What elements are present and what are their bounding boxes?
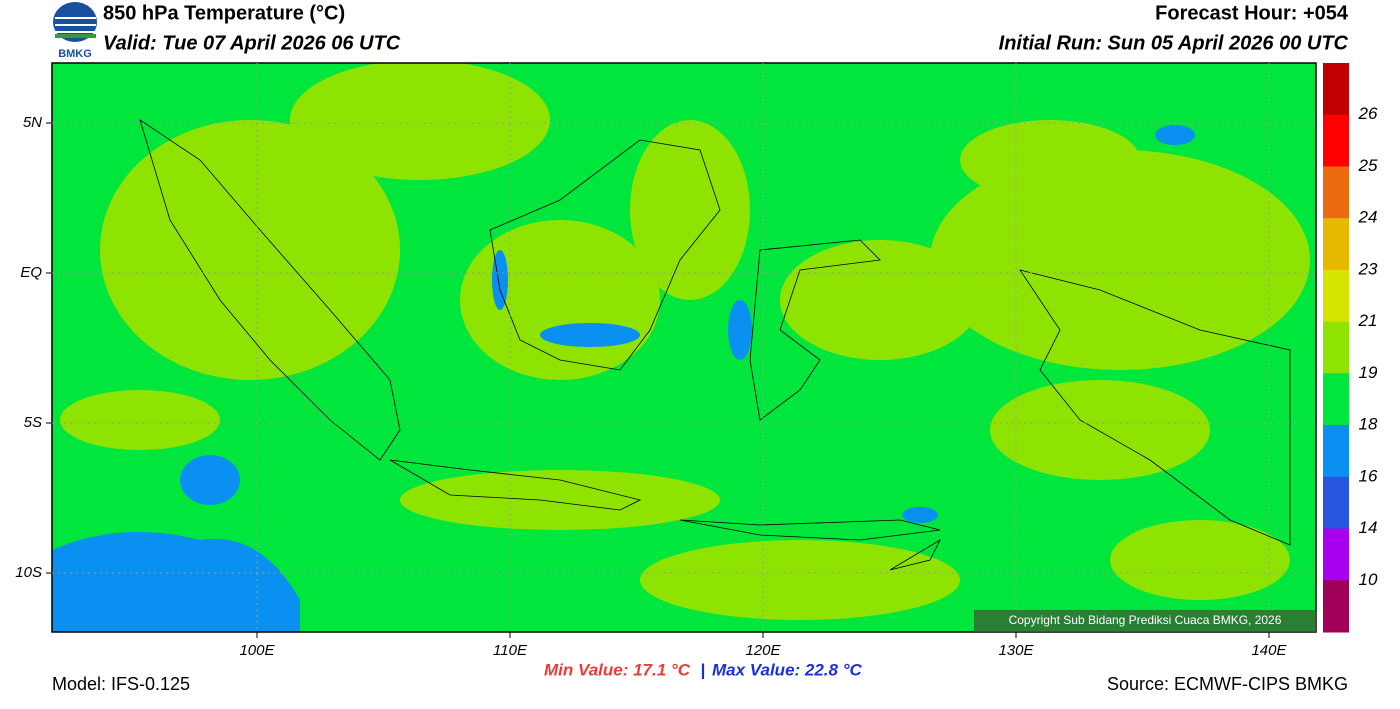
logo-text: BMKG bbox=[58, 48, 92, 60]
max-value: Max Value: 22.8 °C bbox=[712, 660, 863, 679]
lon-label: 110E bbox=[493, 642, 528, 659]
colorbar-label: 16 bbox=[1359, 466, 1378, 485]
logo: BMKG bbox=[53, 2, 97, 60]
colorbar-segment bbox=[1323, 166, 1349, 219]
lon-label: 130E bbox=[998, 642, 1034, 659]
lon-label: 100E bbox=[239, 642, 275, 659]
colorbar-segment bbox=[1323, 321, 1349, 374]
separator: | bbox=[701, 660, 706, 679]
lat-label: 10S bbox=[15, 564, 42, 581]
colorbar-segment bbox=[1323, 528, 1349, 581]
model: Model: IFS-0.125 bbox=[52, 674, 190, 694]
colorbar-label: 18 bbox=[1359, 415, 1378, 434]
colorbar-segment bbox=[1323, 580, 1349, 633]
title: 850 hPa Temperature (°C) bbox=[103, 2, 345, 24]
forecast-hour: Forecast Hour: +054 bbox=[1155, 2, 1349, 24]
colorbar-label: 23 bbox=[1358, 259, 1378, 278]
lat-label: EQ bbox=[20, 264, 42, 281]
colorbar-segment bbox=[1323, 218, 1349, 271]
colorbar: 26 25 24 23 21 19 18 16 14 10 bbox=[1323, 63, 1378, 633]
colorbar-label: 25 bbox=[1358, 156, 1378, 175]
colorbar-segment bbox=[1323, 114, 1349, 167]
colorbar-label: 19 bbox=[1359, 363, 1378, 382]
valid-time: Valid: Tue 07 April 2026 06 UTC bbox=[103, 32, 401, 54]
colorbar-segment bbox=[1323, 425, 1349, 478]
colorbar-label: 26 bbox=[1358, 104, 1378, 123]
colorbar-label: 21 bbox=[1358, 311, 1378, 330]
min-value: Min Value: 17.1 °C bbox=[544, 660, 691, 679]
colorbar-label: 24 bbox=[1358, 208, 1378, 227]
lat-label: 5S bbox=[24, 414, 42, 431]
lon-label: 140E bbox=[1251, 642, 1287, 659]
initial-run: Initial Run: Sun 05 April 2026 00 UTC bbox=[999, 32, 1349, 54]
copyright: Copyright Sub Bidang Prediksi Cuaca BMKG… bbox=[1009, 613, 1282, 627]
colorbar-segment bbox=[1323, 373, 1349, 426]
colorbar-segment bbox=[1323, 269, 1349, 323]
colorbar-label: 10 bbox=[1359, 570, 1378, 589]
colorbar-segment bbox=[1323, 63, 1349, 116]
colorbar-segment bbox=[1323, 476, 1349, 530]
source: Source: ECMWF-CIPS BMKG bbox=[1107, 674, 1348, 694]
lon-label: 120E bbox=[745, 642, 781, 659]
colorbar-label: 14 bbox=[1359, 518, 1378, 537]
map: 5N EQ 5S 10S 100E 110E 120E 130E 140E Copyright … bbox=[15, 62, 1317, 659]
lat-label: 5N bbox=[23, 114, 42, 131]
